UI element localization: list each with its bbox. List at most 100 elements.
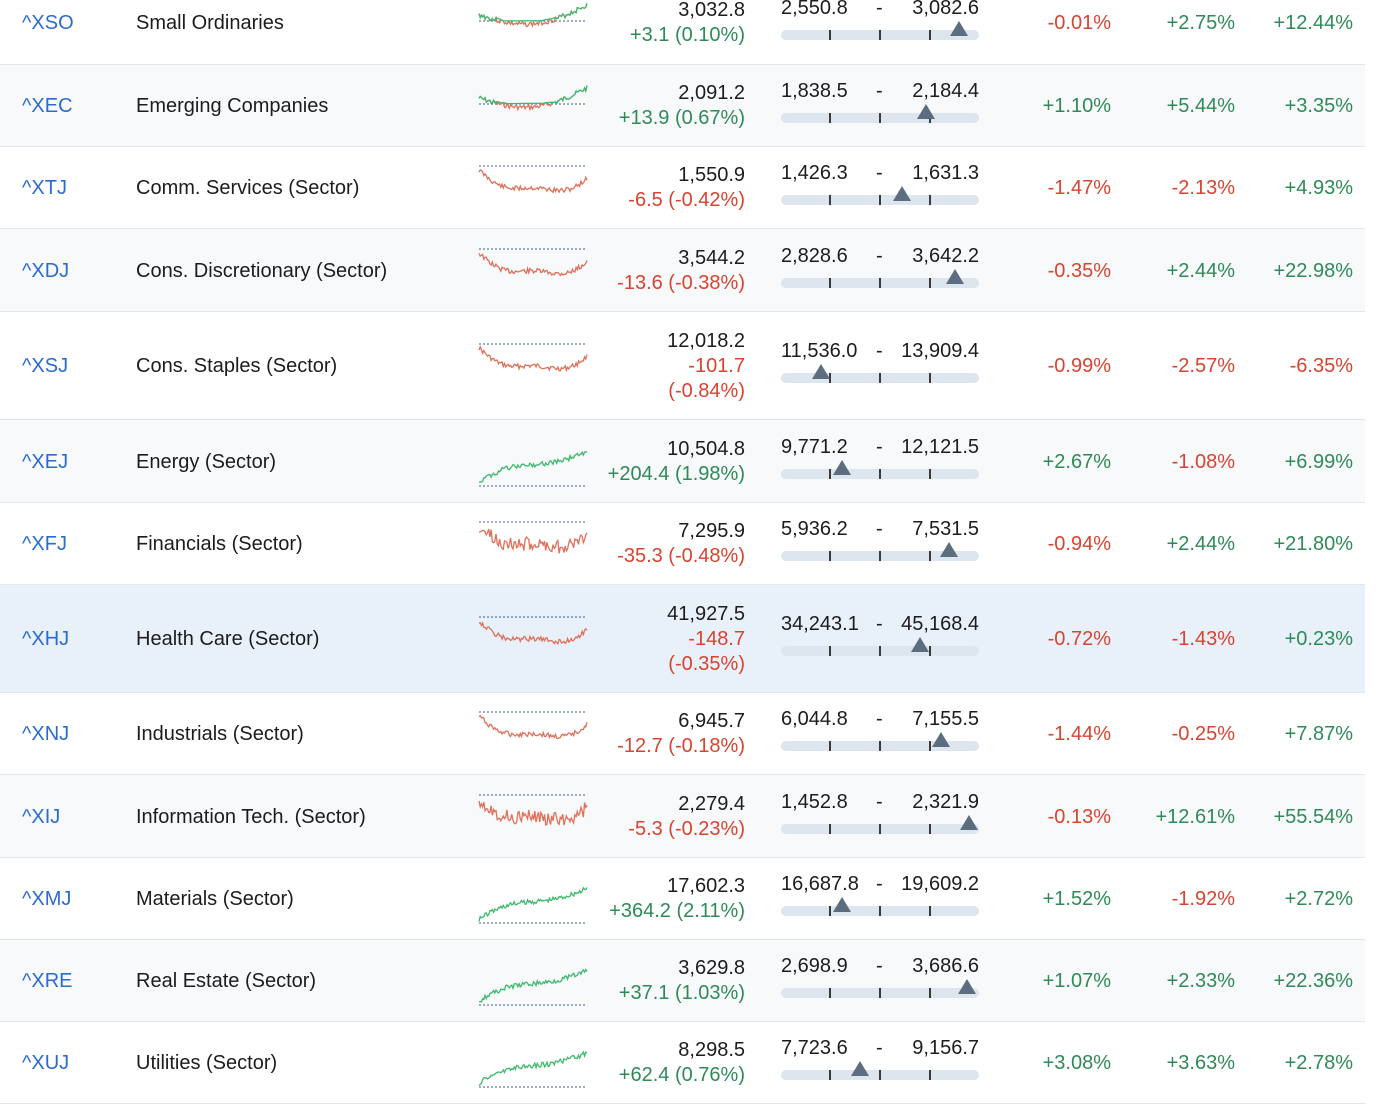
symbol-link[interactable]: ^XHJ — [22, 628, 70, 650]
last-price: 3,032.8 — [678, 0, 745, 21]
table-row[interactable]: ^XFJ Financials (Sector) 7,295.9 -35.3 (-0.… — [0, 503, 1365, 585]
range-low: 2,698.9 — [781, 955, 848, 977]
range-separator: - — [876, 340, 883, 362]
symbol-link[interactable]: ^XSJ — [22, 355, 69, 377]
range-tick — [829, 988, 831, 998]
table-row[interactable]: ^XSO Small Ordinaries 3,032.8 +3.1 (0.10%) 2… — [0, 0, 1365, 65]
table-row[interactable]: ^XEJ Energy (Sector) 10,504.8 +204.4 (1.98%… — [0, 420, 1365, 503]
range-tick — [879, 373, 881, 383]
sparkline-series-up — [478, 85, 588, 105]
index-name: Energy (Sector) — [136, 450, 277, 473]
range-low: 6,044.8 — [781, 708, 848, 730]
range-tick — [929, 551, 931, 561]
range-marker — [932, 732, 951, 747]
sparkline-chart — [478, 711, 588, 740]
pct-1y: +2.72% — [1284, 888, 1353, 910]
sparkline-series — [478, 886, 588, 922]
range-tick — [879, 741, 881, 751]
sparkline-series — [478, 621, 588, 645]
sparkline-series — [478, 1050, 588, 1086]
range-high: 13,909.4 — [901, 340, 979, 362]
range-bar — [781, 268, 979, 288]
symbol-link[interactable]: ^XRE — [22, 970, 73, 992]
pct-1y: +21.80% — [1273, 533, 1353, 555]
range-tick — [829, 823, 831, 834]
price-change: +3.1 (0.10%) — [629, 23, 745, 46]
last-price: 17,602.3 — [667, 875, 745, 897]
price-change: +62.4 (0.76%) — [618, 1064, 745, 1086]
range-separator: - — [876, 708, 883, 730]
range-high: 2,321.9 — [912, 790, 979, 813]
range-high: 7,155.5 — [912, 708, 979, 730]
price-change: -13.6 (-0.38%) — [617, 271, 745, 294]
range-tick — [879, 823, 881, 834]
symbol-link[interactable]: ^XEJ — [22, 450, 69, 473]
range-low: 1,838.5 — [781, 80, 848, 102]
range-low: 5,936.2 — [781, 518, 848, 540]
range-tick — [829, 195, 831, 205]
range-low: 9,771.2 — [781, 435, 848, 458]
table-row[interactable]: ^XMJ Materials (Sector) 17,602.3 +364.2 (2.… — [0, 858, 1365, 940]
sparkline-series — [478, 968, 588, 1003]
range-high: 3,082.6 — [912, 0, 979, 19]
range-tick — [879, 1070, 881, 1080]
symbol-link[interactable]: ^XMJ — [22, 888, 72, 910]
price-change: +364.2 (2.11%) — [609, 900, 745, 922]
symbol-link[interactable]: ^XTJ — [22, 177, 67, 199]
last-price: 1,550.9 — [678, 164, 745, 186]
table-row[interactable]: ^XRE Real Estate (Sector) 3,629.8 +37.1 (1.… — [0, 940, 1365, 1022]
range-high: 1,631.3 — [912, 162, 979, 184]
range-marker — [916, 104, 935, 119]
range-tick — [879, 277, 881, 288]
last-price: 7,295.9 — [678, 520, 745, 542]
sparkline-chart — [478, 968, 588, 1006]
symbol-link[interactable]: ^XIJ — [22, 805, 61, 828]
range-bar — [781, 459, 979, 479]
index-name: Small Ordinaries — [136, 11, 284, 34]
range-low: 2,828.6 — [781, 244, 848, 267]
sparkline-series — [478, 252, 588, 277]
sparkline-chart — [478, 521, 588, 554]
sparkline-chart — [478, 165, 588, 194]
sparkline-chart — [478, 343, 588, 373]
index-name: Cons. Staples (Sector) — [136, 355, 338, 377]
symbol-link[interactable]: ^XEC — [22, 95, 73, 117]
table-row[interactable]: ^XSJ Cons. Staples (Sector) 12,018.2 -101.7… — [0, 312, 1365, 420]
symbol-link[interactable]: ^XSO — [22, 11, 74, 34]
range-high: 9,156.7 — [912, 1037, 979, 1059]
range-marker — [892, 186, 911, 201]
pct-1y: +2.78% — [1284, 1052, 1353, 1074]
pct-1y: +4.93% — [1284, 177, 1353, 199]
table-row[interactable]: ^XHJ Health Care (Sector) 41,927.5 -148.7 (-… — [0, 585, 1365, 693]
range-marker — [910, 637, 929, 652]
price-change: (-0.35%) — [668, 652, 745, 675]
table-row[interactable]: ^XNJ Industrials (Sector) 6,945.7 -12.7 (-0… — [0, 693, 1365, 775]
range-separator: - — [876, 790, 883, 813]
pct-1d: +1.07% — [1042, 970, 1111, 992]
range-high: 2,184.4 — [912, 80, 979, 102]
last-price: 6,945.7 — [678, 710, 745, 732]
symbol-link[interactable]: ^XNJ — [22, 723, 70, 745]
symbol-link[interactable]: ^XDJ — [22, 259, 70, 282]
table-row[interactable]: ^XTJ Comm. Services (Sector) 1,550.9 -6.5 (… — [0, 147, 1365, 229]
range-bar — [781, 897, 979, 916]
price-change: -5.3 (-0.23%) — [628, 817, 745, 840]
sparkline-chart — [478, 886, 588, 924]
range-bar — [781, 364, 979, 383]
table-row[interactable]: ^XUJ Utilities (Sector) 8,298.5 +62.4 (0.76… — [0, 1022, 1365, 1104]
range-separator: - — [876, 80, 883, 102]
range-marker — [833, 897, 852, 912]
range-tick — [829, 29, 831, 40]
symbol-link[interactable]: ^XFJ — [22, 533, 67, 555]
table-row[interactable]: ^XIJ Information Tech. (Sector) 2,279.4 -5.… — [0, 775, 1365, 858]
table-row[interactable]: ^XDJ Cons. Discretionary (Sector) 3,544.2-… — [0, 229, 1365, 312]
range-bar — [781, 104, 979, 123]
range-bar — [781, 186, 979, 205]
range-tick — [829, 373, 831, 383]
range-bar — [781, 1061, 979, 1080]
pct-1m: +2.33% — [1166, 970, 1235, 992]
table-row[interactable]: ^XEC Emerging Companies 2,091.2 +13.9 (0.67… — [0, 65, 1365, 147]
last-price: 2,279.4 — [678, 792, 745, 815]
symbol-link[interactable]: ^XUJ — [22, 1052, 70, 1074]
index-name: Emerging Companies — [136, 95, 329, 117]
